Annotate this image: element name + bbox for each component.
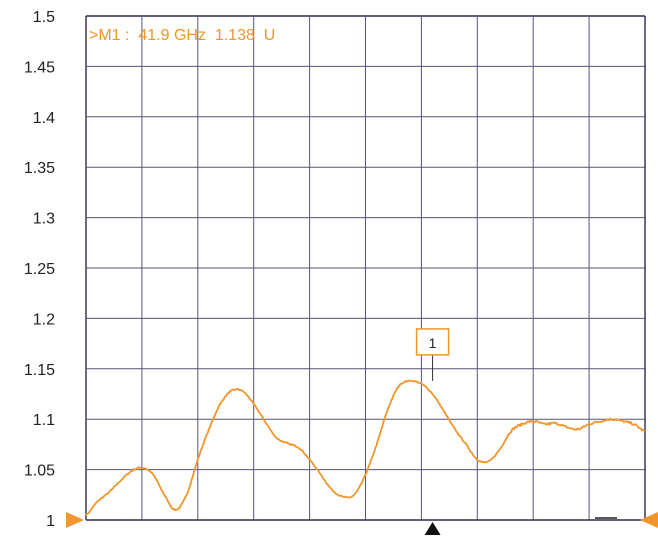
y-tick-label: 1.4: [33, 110, 55, 127]
trace-line: [85, 379, 646, 517]
marker-readout: >M1 : 41.9 GHz 1.138 U: [89, 27, 275, 44]
active-marker-triangle-icon[interactable]: [424, 522, 441, 535]
y-tick-label: 1.35: [24, 160, 55, 177]
marker-box[interactable]: [415, 328, 450, 356]
y-tick-label: 1.2: [33, 311, 55, 328]
y-tick-label: 1.3: [33, 211, 55, 228]
y-tick-label: 1.05: [24, 463, 55, 480]
y-tick-label: 1: [46, 513, 55, 530]
y-tick-label: 1.15: [24, 362, 55, 379]
marker-box-label: 1: [429, 335, 437, 351]
y-tick-label: 1.5: [33, 9, 55, 26]
y-tick-label: 1.45: [24, 59, 55, 76]
right-reference-arrow-icon[interactable]: [640, 512, 658, 528]
grid: [85, 15, 646, 521]
y-tick-labels: 1 1.05 1.1 1.15 1.2 1.25 1.3 1.35 1.4 1.45 1.5: [24, 9, 55, 530]
left-reference-arrow-icon[interactable]: [66, 512, 84, 528]
marker-1[interactable]: 1: [415, 328, 450, 381]
y-tick-label: 1.25: [24, 261, 55, 278]
y-tick-label: 1.1: [33, 412, 55, 429]
